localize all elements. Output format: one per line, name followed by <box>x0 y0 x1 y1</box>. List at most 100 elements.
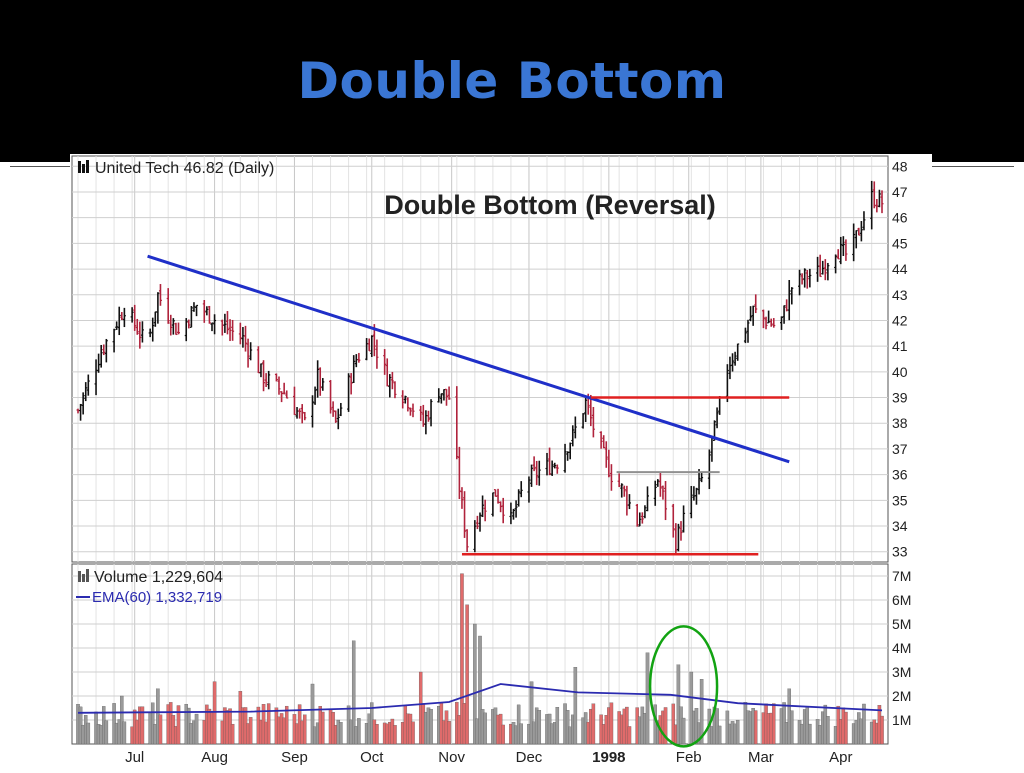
price-candles <box>76 180 884 554</box>
volume-bars-icon <box>78 569 89 582</box>
volume-bar <box>158 714 163 745</box>
volume-legend: Volume 1,229,604 EMA(60) 1,332,719 <box>76 569 223 606</box>
volume-bar <box>284 705 289 745</box>
volume-bar <box>609 702 614 745</box>
volume-bar <box>591 703 596 745</box>
volume-bar <box>529 681 534 745</box>
volume-bar <box>150 702 155 745</box>
volume-bar <box>699 679 704 745</box>
volume-bar <box>303 714 307 745</box>
x-tick-label: Dec <box>516 749 543 766</box>
volume-bar <box>473 623 477 745</box>
volume-bar <box>681 717 686 745</box>
volume-bar <box>790 710 794 745</box>
volume-bar <box>862 703 866 745</box>
price-tick-label: 41 <box>892 338 908 354</box>
price-tick-label: 46 <box>892 210 908 226</box>
price-tick-label: 43 <box>892 287 908 303</box>
y-axis-labels: 33 34 35 36 37 38 39 40 41 42 43 44 45 46 47 48 1M 2M 3M 4M… <box>892 158 911 728</box>
pattern-lines <box>147 254 790 556</box>
volume-bar <box>826 716 830 745</box>
volume-bar <box>880 715 884 745</box>
volume-bar <box>321 711 325 745</box>
x-tick-label: Aug <box>201 749 228 766</box>
trendline <box>147 254 790 464</box>
price-tick-label: 45 <box>892 235 908 251</box>
volume-bar <box>625 706 629 745</box>
ema-legend-label: EMA(60) 1,332,719 <box>92 589 222 606</box>
volume-tick-label: 3M <box>892 664 911 680</box>
volume-tick-label: 1M <box>892 712 911 728</box>
volume-tick-label: 7M <box>892 568 911 584</box>
volume-bar <box>844 711 848 745</box>
volume-bar <box>772 703 776 745</box>
price-tick-label: 40 <box>892 364 908 380</box>
x-tick-label: Mar <box>748 749 774 766</box>
x-tick-label: Nov <box>438 749 465 766</box>
price-tick-label: 36 <box>892 467 908 483</box>
divider-left <box>10 166 72 167</box>
volume-tick-label: 2M <box>892 688 911 704</box>
x-tick-label: Jul <box>125 749 144 766</box>
volume-bar <box>176 705 181 745</box>
volume-bar <box>375 724 379 745</box>
title-banner <box>0 0 1024 162</box>
x-tick-label: 1998 <box>592 749 625 766</box>
volume-bar <box>429 709 433 745</box>
chart-svg: 33 34 35 36 37 38 39 40 41 42 43 44 45 46 47 48 1M 2M 3M 4M… <box>71 155 911 766</box>
x-tick-label: Oct <box>360 749 384 766</box>
volume-bar <box>140 706 145 745</box>
price-tick-label: 35 <box>892 492 908 508</box>
volume-tick-label: 4M <box>892 640 911 656</box>
volume-bar <box>351 640 356 745</box>
x-tick-label: Sep <box>281 749 308 766</box>
volume-bar <box>627 726 632 745</box>
volume-bar <box>230 723 235 745</box>
price-tick-label: 42 <box>892 312 908 328</box>
volume-bar <box>555 707 560 745</box>
volume-bar <box>212 681 217 745</box>
volume-bar <box>266 703 271 745</box>
volume-bar <box>120 695 124 745</box>
volume-bar <box>663 707 668 745</box>
price-tick-label: 38 <box>892 415 908 431</box>
divider-right <box>930 166 1014 167</box>
price-tick-label: 44 <box>892 261 908 277</box>
chart-logo-icon <box>78 160 89 173</box>
chart-title: Double Bottom (Reversal) <box>384 190 716 220</box>
price-panel <box>71 155 889 563</box>
volume-legend-label: Volume 1,229,604 <box>94 569 223 586</box>
volume-bar <box>357 718 361 745</box>
volume-bar <box>808 723 812 745</box>
price-tick-label: 39 <box>892 390 908 406</box>
volume-bar <box>519 723 523 745</box>
volume-bar <box>104 720 109 745</box>
volume-bar <box>573 667 578 745</box>
price-header: United Tech 46.82 (Daily) <box>78 160 274 177</box>
volume-bar <box>483 712 487 745</box>
x-tick-label: Apr <box>829 749 852 766</box>
price-tick-label: 47 <box>892 184 908 200</box>
x-axis-labels: Jul Aug Sep Oct Nov Dec 1998 Feb Mar Apr <box>125 749 852 766</box>
chart-header-text: United Tech 46.82 (Daily) <box>95 160 274 177</box>
volume-bar <box>411 721 415 745</box>
price-tick-label: 48 <box>892 158 908 174</box>
volume-bar <box>447 721 451 745</box>
slide-title: Double Bottom <box>297 52 727 110</box>
volume-bar <box>86 722 91 745</box>
volume-bar <box>460 573 464 745</box>
volume-highlight-ellipse <box>648 625 719 748</box>
stock-chart: 33 34 35 36 37 38 39 40 41 42 43 44 45 46 47 48 1M 2M 3M 4M… <box>70 154 932 768</box>
volume-bar <box>122 721 127 745</box>
volume-bar <box>393 725 397 745</box>
volume-bar <box>339 722 343 745</box>
volume-bar <box>248 717 253 745</box>
volume-bar <box>537 710 542 745</box>
volume-bars <box>76 573 884 748</box>
volume-bar <box>676 664 681 745</box>
volume-tick-label: 5M <box>892 616 911 632</box>
price-tick-label: 33 <box>892 544 908 560</box>
x-tick-label: Feb <box>676 749 702 766</box>
volume-bar <box>501 724 505 745</box>
volume-bar <box>717 725 722 745</box>
